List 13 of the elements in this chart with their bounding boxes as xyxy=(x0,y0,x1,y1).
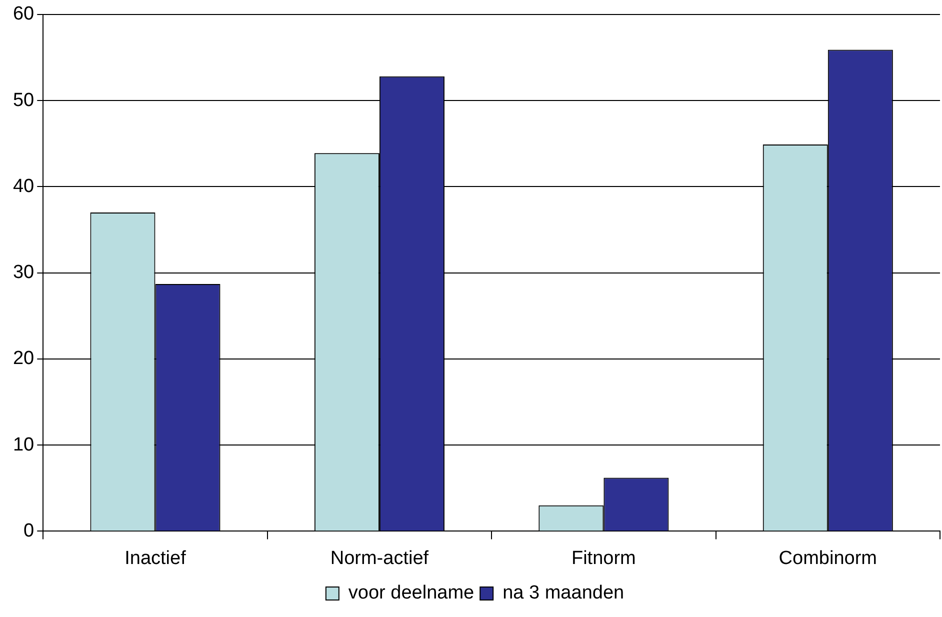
x-tick-label: Norm-actief xyxy=(330,548,430,569)
x-tick-label: Inactief xyxy=(124,548,187,569)
y-tick-label: 60 xyxy=(12,4,34,25)
y-tick-label: 20 xyxy=(12,348,34,370)
x-tick-label: Fitnorm xyxy=(571,548,636,569)
x-tick-label: Combinorm xyxy=(778,548,877,569)
y-tick-label: 0 xyxy=(24,520,34,542)
y-tick-label: 40 xyxy=(12,176,34,197)
y-tick-label: 30 xyxy=(12,262,34,284)
y-tick-label: 10 xyxy=(12,434,34,456)
legend-label: na 3 maanden xyxy=(502,582,624,604)
legend-label: voor deelname xyxy=(348,582,474,604)
y-tick-label: 50 xyxy=(12,90,34,111)
